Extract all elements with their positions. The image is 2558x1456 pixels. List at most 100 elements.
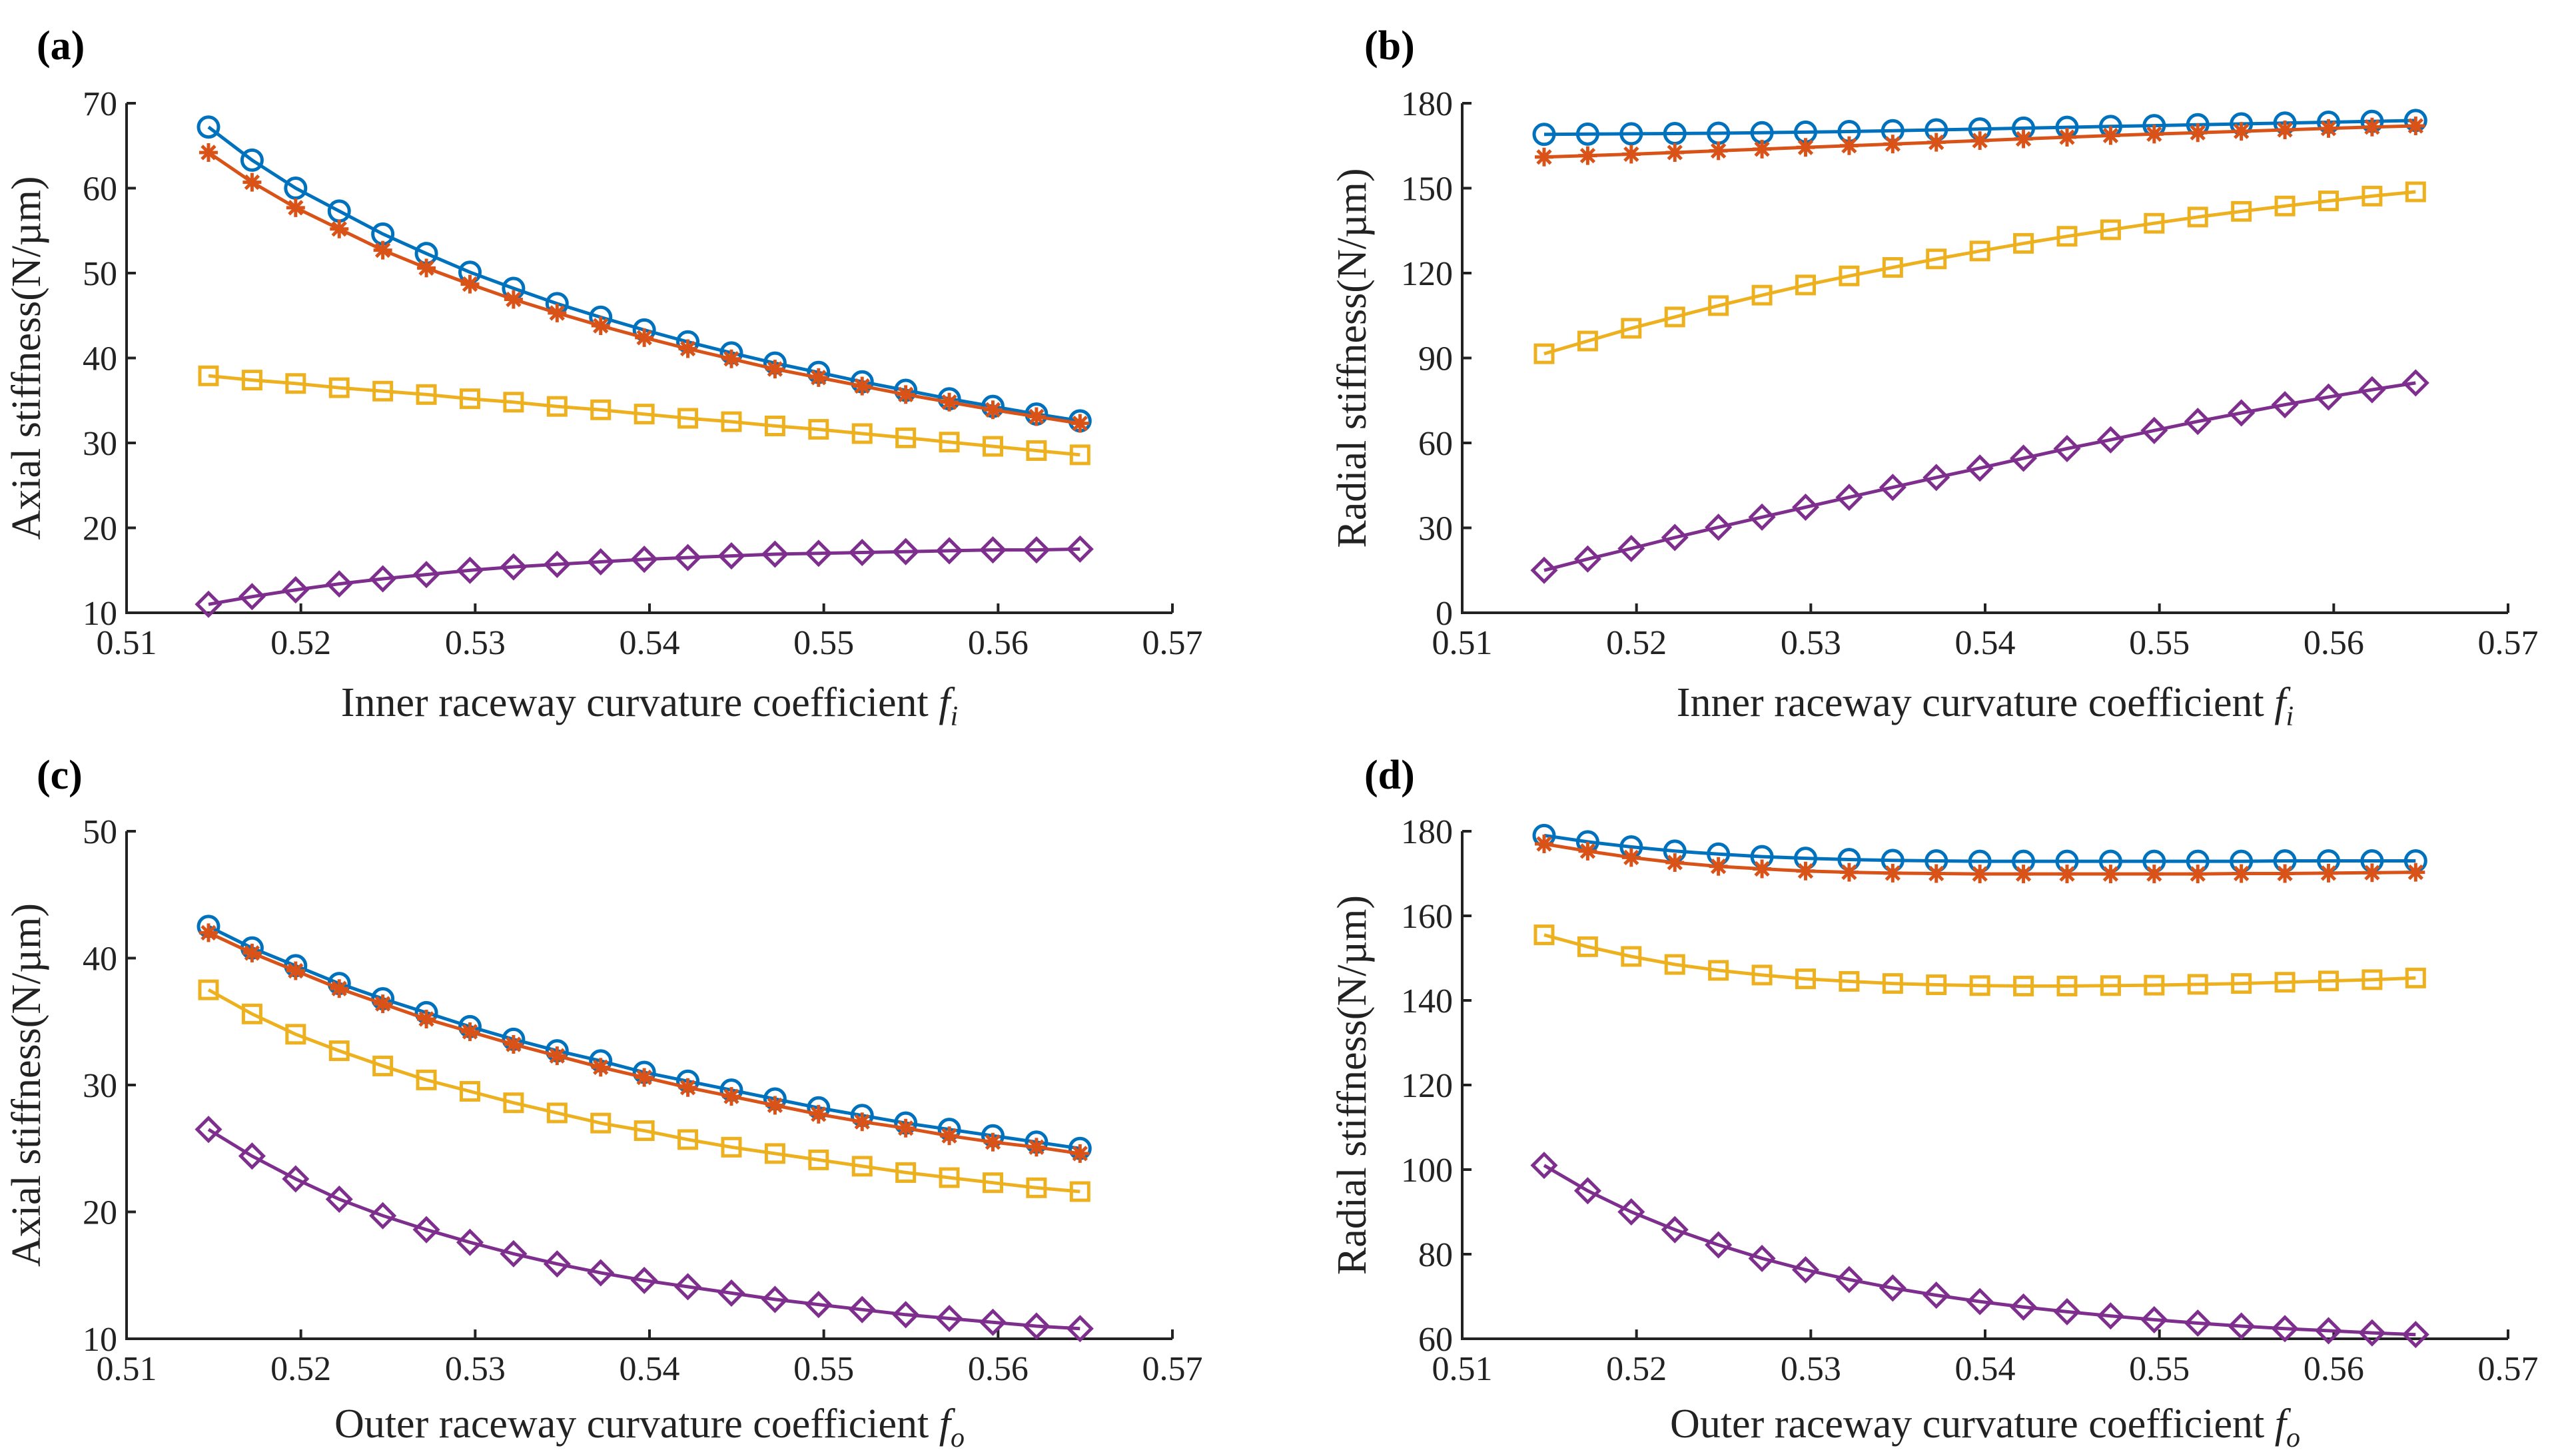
- data-point: [717, 1279, 745, 1307]
- data-point: [761, 1285, 789, 1313]
- data-point: [1621, 145, 1641, 164]
- data-point: [1751, 964, 1773, 986]
- series-line: [207, 988, 1080, 1194]
- data-point: [851, 1156, 873, 1177]
- data-point: [2401, 1321, 2429, 1349]
- data-point: [2406, 863, 2425, 882]
- data-point: [2144, 125, 2164, 144]
- axes: [1461, 103, 2508, 614]
- data-point: [416, 384, 437, 405]
- data-point: [721, 411, 742, 432]
- y-tick-label: 30: [83, 425, 117, 463]
- data-point: [2014, 865, 2033, 884]
- data-point: [764, 1143, 785, 1164]
- data-point: [678, 1078, 697, 1097]
- data-point: [1664, 306, 1685, 328]
- data-point: [1619, 122, 1643, 146]
- data-point: [590, 399, 612, 420]
- series-1: [1532, 823, 2427, 873]
- data-point: [630, 546, 658, 573]
- data-point: [372, 1055, 394, 1076]
- data-point: [1883, 863, 1903, 883]
- data-point: [417, 258, 436, 278]
- data-point: [460, 274, 480, 294]
- series-4: [1530, 369, 2429, 584]
- series-4: [195, 1116, 1094, 1343]
- x-tick-label: 0.51: [97, 1350, 157, 1388]
- data-point: [197, 115, 220, 139]
- data-point: [2010, 1293, 2038, 1321]
- data-point: [2014, 129, 2033, 149]
- data-point: [2401, 369, 2429, 397]
- data-point: [1066, 535, 1094, 563]
- data-point: [1026, 440, 1047, 461]
- data-point: [2405, 967, 2426, 988]
- data-point: [1577, 936, 1598, 957]
- data-point: [1577, 330, 1598, 352]
- y-axis-label: Axial stiffness(N/µm): [4, 903, 49, 1267]
- y-tick-label: 10: [83, 1321, 117, 1359]
- data-point: [372, 380, 394, 402]
- data-point: [1708, 960, 1729, 981]
- data-point: [1573, 1177, 1601, 1205]
- x-tick-label: 0.57: [2478, 624, 2539, 662]
- x-tick-label: 0.52: [1606, 1350, 1667, 1388]
- x-tick-label: 0.52: [270, 624, 331, 662]
- data-point: [896, 1118, 915, 1138]
- data-point: [1709, 857, 1728, 876]
- data-point: [721, 349, 741, 368]
- data-point: [940, 1126, 959, 1146]
- data-point: [282, 1165, 310, 1193]
- data-point: [1705, 514, 1733, 542]
- series-line: [207, 1128, 1080, 1331]
- data-point: [982, 1172, 1003, 1194]
- data-point: [2358, 376, 2386, 404]
- data-point: [851, 423, 873, 444]
- x-tick-label: 0.53: [445, 1350, 506, 1388]
- x-axis-label: Inner raceway curvature coefficient fi: [341, 680, 958, 732]
- data-point: [285, 373, 306, 394]
- data-point: [587, 547, 615, 576]
- panel-label: (a): [37, 23, 85, 69]
- data-point: [761, 540, 789, 568]
- data-point: [635, 1068, 654, 1087]
- data-point: [1796, 861, 1815, 881]
- data-point: [2010, 444, 2038, 472]
- y-tick-label: 40: [83, 340, 117, 378]
- x-tick-label: 0.51: [1432, 1350, 1493, 1388]
- data-point: [242, 943, 262, 962]
- data-point: [198, 365, 219, 386]
- x-tick-label: 0.53: [445, 624, 506, 662]
- y-tick-label: 50: [83, 813, 117, 851]
- data-point: [674, 544, 702, 571]
- data-point: [1621, 946, 1642, 967]
- series-line: [1543, 381, 2416, 572]
- data-point: [2276, 864, 2295, 883]
- data-point: [2361, 969, 2383, 990]
- data-point: [373, 994, 392, 1014]
- data-point: [1751, 284, 1773, 306]
- data-point: [1023, 536, 1051, 564]
- y-tick-label: 160: [1401, 898, 1453, 936]
- data-point: [1883, 135, 1903, 154]
- x-tick-label: 0.53: [1781, 1350, 1841, 1388]
- data-point: [2231, 973, 2252, 994]
- data-point: [2318, 970, 2339, 992]
- data-point: [2188, 123, 2208, 143]
- data-point: [330, 219, 349, 238]
- data-point: [286, 961, 305, 980]
- data-point: [935, 1304, 963, 1333]
- x-axis-label-text: Inner raceway curvature coefficient: [1677, 680, 2274, 725]
- x-axis-label-subscript: i: [950, 701, 958, 732]
- data-point: [895, 1162, 917, 1183]
- data-point: [504, 1035, 523, 1054]
- data-point: [939, 1167, 960, 1188]
- data-point: [503, 392, 524, 413]
- data-point: [2140, 1305, 2168, 1333]
- data-point: [1839, 136, 1859, 155]
- data-point: [1621, 848, 1641, 867]
- x-tick-label: 0.55: [793, 1350, 854, 1388]
- data-point: [285, 1024, 306, 1045]
- y-tick-label: 60: [1418, 1321, 1453, 1359]
